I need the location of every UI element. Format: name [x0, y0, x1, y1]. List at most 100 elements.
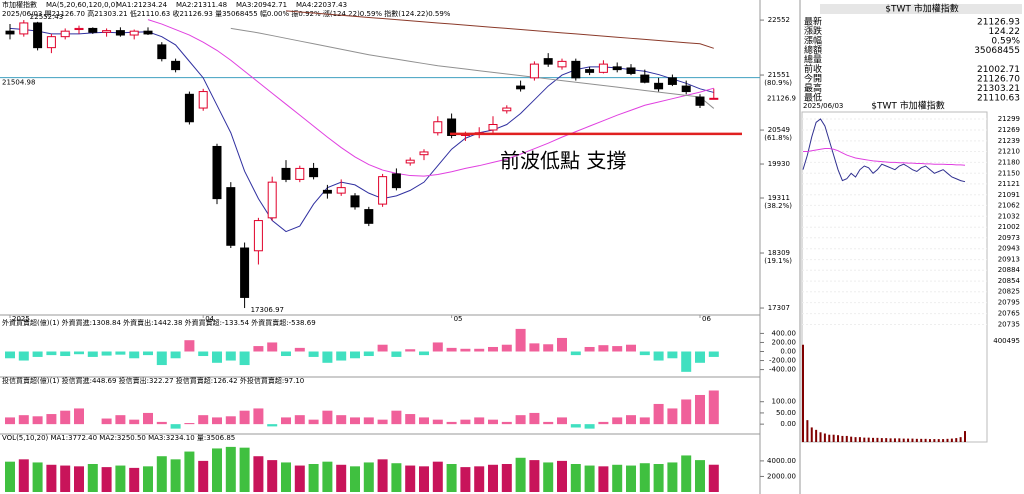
bar [626, 344, 636, 352]
intraday-volume [959, 437, 962, 442]
bar [653, 403, 664, 425]
volume-bar [598, 466, 609, 492]
candle-body [681, 85, 691, 93]
intraday-volume [854, 437, 857, 442]
intraday-volume [832, 434, 835, 442]
intraday-volume [964, 431, 966, 442]
bar [570, 424, 581, 428]
ma-line [285, 10, 714, 49]
volume-bar [32, 462, 43, 492]
bar [87, 351, 98, 357]
panel-title: VOL(5,10,20) MA1:3772.40 MA2:3250.50 MA3… [2, 434, 235, 442]
bar [419, 417, 429, 425]
volume-bar [225, 446, 236, 492]
bar [695, 351, 705, 363]
volume-bar [460, 467, 471, 492]
candle-body [46, 36, 56, 49]
panel-title: 投信買賣超(億)(1) 投信買進:448.69 投信賣出:322.27 投信買賣… [2, 376, 304, 385]
volume-bar [5, 461, 15, 492]
intraday-volume [837, 435, 840, 442]
bar [460, 419, 471, 425]
candle-body [612, 66, 622, 71]
bar [198, 351, 209, 357]
bar [294, 415, 305, 425]
bar [667, 351, 678, 359]
intraday-volume [950, 438, 953, 442]
bar [667, 408, 678, 425]
intraday-volume [937, 439, 940, 442]
bar [198, 415, 209, 425]
bar [488, 419, 498, 425]
bar [225, 351, 236, 361]
intraday-line [803, 148, 966, 166]
y-tick-label: 100.00 [772, 398, 797, 406]
bar [294, 347, 305, 352]
candle-body [626, 67, 636, 74]
intraday-volume [946, 438, 949, 442]
bar [46, 351, 57, 356]
y-tick-label: 21091 [998, 191, 1020, 199]
candle-body [391, 173, 401, 189]
y-tick-label: 21121 [998, 180, 1020, 188]
bar [115, 415, 126, 425]
y-tick-label: 18309 [768, 249, 790, 257]
volume-bar [377, 459, 388, 492]
bar [184, 423, 195, 425]
candle-body [640, 74, 650, 83]
intraday-volume [955, 438, 958, 442]
volume-bar [101, 467, 112, 492]
bar [363, 351, 374, 357]
ma-line [147, 19, 714, 177]
intraday-volume [872, 437, 875, 442]
volume-bar [639, 463, 650, 492]
intraday-name: $TWT 市加權指數 [871, 100, 944, 112]
bar [432, 342, 443, 352]
bar [557, 417, 567, 425]
intraday-volume [845, 435, 848, 442]
bar [405, 414, 416, 425]
bar [681, 399, 692, 425]
volume-bar [570, 464, 581, 492]
intraday-volume [823, 433, 826, 442]
volume-bar [115, 465, 126, 492]
volume-bar [626, 465, 636, 492]
candle-body [529, 63, 539, 79]
bar [432, 419, 443, 425]
last-label: 21126.9 [767, 94, 796, 102]
bar [170, 351, 181, 359]
volume-bar [294, 465, 305, 492]
volume-bar [170, 459, 181, 492]
bar [446, 421, 457, 425]
candle-body [502, 107, 512, 112]
bar [543, 421, 554, 425]
bar [653, 351, 664, 361]
intraday-volume [858, 437, 861, 442]
volume-bar [363, 462, 374, 492]
intraday-volume [924, 438, 927, 442]
volume-bar [60, 465, 71, 492]
x-tick-label: 05 [454, 315, 463, 323]
ma-line [230, 27, 715, 109]
volume-bar [667, 462, 678, 492]
candle-body [19, 22, 29, 35]
bar [60, 410, 71, 425]
volume-bar [198, 460, 209, 492]
candle-body [102, 30, 112, 33]
ma-line [9, 27, 714, 233]
y-tick-label: 21002 [998, 223, 1020, 231]
intraday-volume [915, 438, 918, 442]
volume-bar [695, 460, 705, 492]
bar [626, 415, 636, 425]
bar [598, 345, 609, 352]
intraday-date: 2025/06/03 [803, 102, 843, 110]
fib-label: (19.1%) [764, 257, 792, 265]
bar [639, 417, 650, 425]
quote-title: $TWT 市加權指數 [885, 3, 958, 15]
intraday-volume [828, 434, 831, 442]
bar [377, 419, 388, 425]
bar [543, 344, 554, 352]
intraday-volume [876, 437, 879, 442]
candle-body [667, 77, 677, 85]
vol-tick-label: 400495 [993, 337, 1020, 345]
bar [212, 351, 222, 363]
